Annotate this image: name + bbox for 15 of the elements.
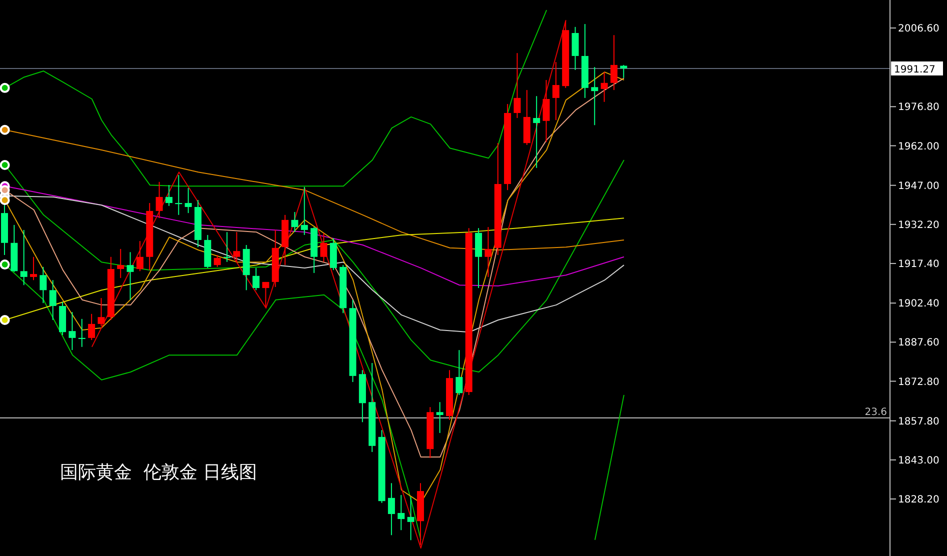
ref-line-label: 1991.27	[894, 64, 936, 76]
y-tick-label: 1962.00	[898, 141, 940, 152]
y-tick-label: 1976.80	[898, 102, 940, 114]
annotation: 23.6	[864, 406, 887, 418]
y-tick-label: 1917.40	[898, 259, 940, 270]
y-tick-label: 1872.80	[898, 376, 940, 388]
y-tick-label: 2006.60	[898, 24, 940, 35]
y-tick-label: 1828.20	[898, 494, 940, 506]
text: 国际黄金 伦敦金 日线图	[60, 461, 258, 484]
y-tick-label: 1843.00	[898, 455, 940, 466]
y-tick-label: 1887.60	[898, 338, 940, 349]
y-tick-label: 1857.80	[898, 416, 940, 428]
y-tick-label: 1932.20	[898, 220, 940, 231]
y-tick-label: 1947.00	[898, 180, 940, 192]
y-tick-label: 1902.40	[898, 298, 940, 310]
